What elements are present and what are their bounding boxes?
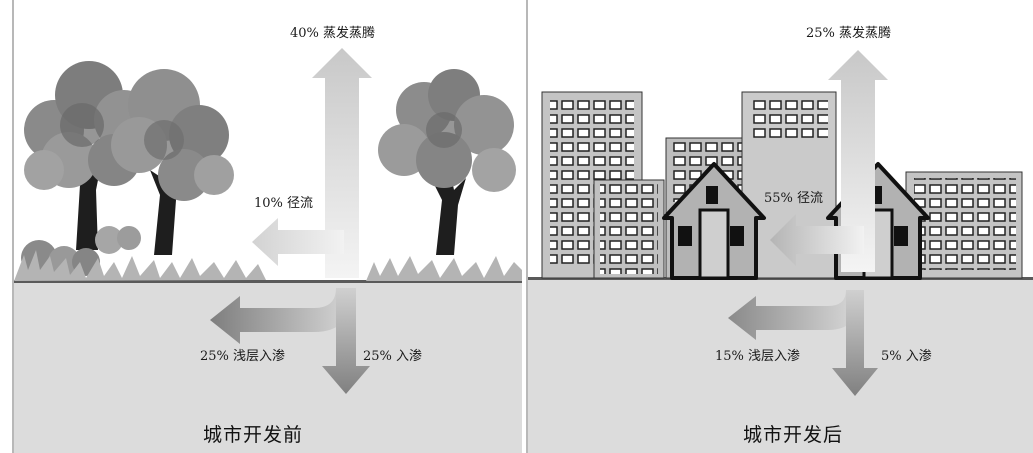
evaporation-label: 40% 蒸发蒸腾 <box>290 26 376 41</box>
building-icon <box>905 171 1023 279</box>
tree-icon <box>378 69 516 255</box>
runoff-arrow <box>252 218 344 266</box>
scene-after <box>528 50 1033 453</box>
infiltration-arrow <box>322 288 370 394</box>
tree-icon <box>111 69 234 255</box>
evaporation-label: 25% 蒸发蒸腾 <box>806 26 892 41</box>
shallow-infiltration-label: 15% 浅层入渗 <box>715 349 801 364</box>
evaporation-arrow <box>312 48 372 278</box>
shallow-infiltration-arrow <box>210 288 354 344</box>
infiltration-label: 25% 入渗 <box>363 349 423 364</box>
grass <box>14 250 522 281</box>
infiltration-arrow <box>832 290 878 396</box>
scene-before <box>14 48 522 453</box>
panel-after-development: 25% 蒸发蒸腾 55% 径流 15% 浅层入渗 5% 入渗 城市开发后 <box>526 0 1033 453</box>
evaporation-arrow <box>828 50 888 272</box>
runoff-label: 55% 径流 <box>764 191 824 206</box>
shallow-infiltration-arrow <box>728 290 862 340</box>
runoff-arrow <box>770 214 864 266</box>
shallow-infiltration-label: 25% 浅层入渗 <box>200 349 286 364</box>
panel-before-development: 40% 蒸发蒸腾 10% 径流 25% 浅层入渗 25% 入渗 城市开发前 <box>12 0 522 453</box>
runoff-label: 10% 径流 <box>254 196 314 211</box>
building-icon <box>593 179 665 279</box>
house-icon <box>662 162 766 280</box>
ground-line <box>14 280 522 283</box>
panel-caption: 城市开发前 <box>203 424 304 446</box>
panel-caption: 城市开发后 <box>743 424 844 446</box>
infiltration-label: 5% 入渗 <box>881 349 932 364</box>
